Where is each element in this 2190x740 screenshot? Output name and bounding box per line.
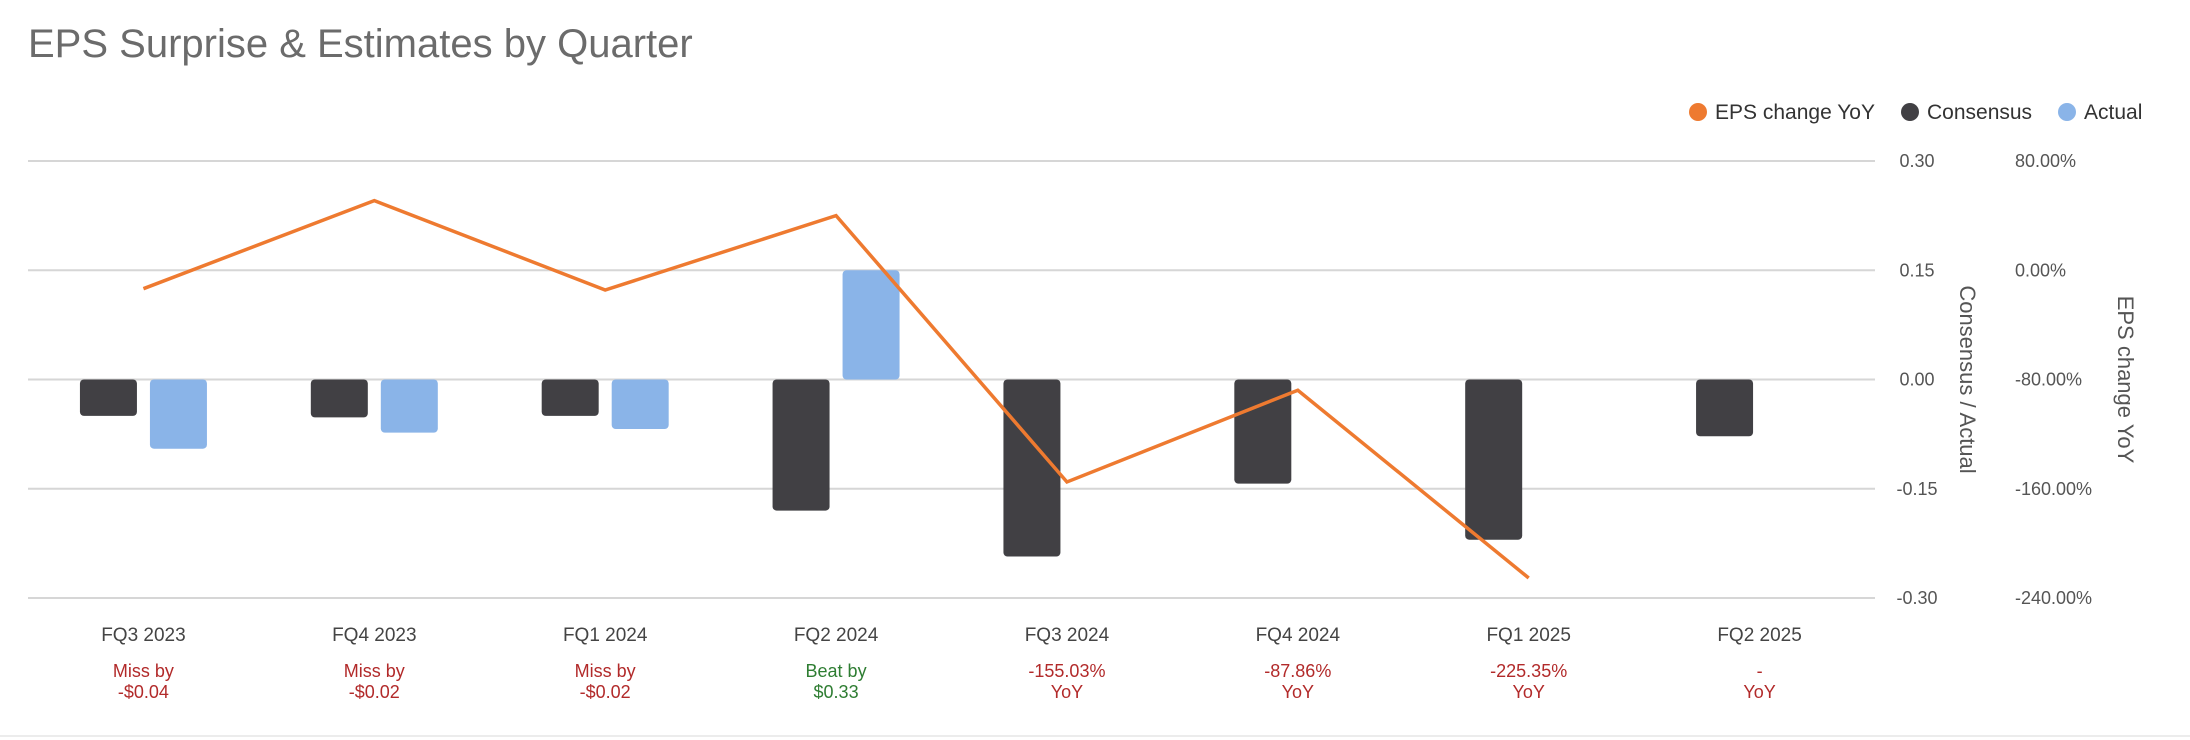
surprise-annotation-line1: Beat by — [806, 661, 867, 681]
x-tick-label: FQ3 2024 — [1025, 625, 1110, 646]
surprise-annotation-line2: -$0.04 — [118, 682, 169, 702]
surprise-annotation-line1: Miss by — [344, 661, 405, 681]
right-axis-tick-label: -240.00% — [2015, 588, 2092, 608]
consensus-bar — [1003, 379, 1061, 557]
right-axis-title: EPS change YoY — [2113, 296, 2138, 464]
left-axis-tick-label: -0.30 — [1896, 588, 1937, 608]
right-axis-tick-label: -160.00% — [2015, 479, 2092, 499]
legend-label: Actual — [2084, 101, 2142, 124]
eps-change-yoy-line — [142, 198, 1530, 580]
surprise-annotation-line2: YoY — [1282, 682, 1314, 702]
right-axis-tick-label: 0.00% — [2015, 260, 2066, 280]
legend-marker — [1689, 103, 1707, 121]
right-axis-tick-label: 80.00% — [2015, 151, 2076, 171]
surprise-annotation-line1: -155.03% — [1028, 661, 1105, 681]
surprise-annotation-line2: -$0.02 — [580, 682, 631, 702]
left-axis-tick-label: 0.15 — [1899, 260, 1934, 280]
x-tick-label: FQ2 2024 — [794, 625, 879, 646]
x-tick-label: FQ2 2025 — [1717, 625, 1802, 646]
surprise-annotation-line1: Miss by — [575, 661, 636, 681]
consensus-bar — [772, 379, 830, 511]
left-axis-tick-label: -0.15 — [1896, 479, 1937, 499]
bottom-divider — [0, 735, 2190, 737]
left-axis-tick-label: 0.00 — [1899, 370, 1934, 390]
consensus-bar — [310, 379, 368, 418]
legend-marker — [2058, 103, 2076, 121]
surprise-annotation-line2: YoY — [1513, 682, 1545, 702]
actual-bar — [611, 379, 669, 430]
x-tick-label: FQ4 2024 — [1256, 625, 1341, 646]
consensus-bar — [1234, 379, 1292, 484]
surprise-annotation-line2: YoY — [1743, 682, 1775, 702]
chart-title: EPS Surprise & Estimates by Quarter — [28, 22, 693, 66]
legend-label: Consensus — [1927, 101, 2032, 124]
surprise-annotation-line1: Miss by — [113, 661, 174, 681]
x-tick-label: FQ3 2023 — [101, 625, 186, 646]
x-tick-label: FQ1 2024 — [563, 625, 648, 646]
legend-label: EPS change YoY — [1715, 101, 1875, 124]
legend-marker — [1901, 103, 1919, 121]
actual-bar — [380, 379, 438, 433]
consensus-bar — [541, 379, 599, 416]
surprise-annotation-line2: -$0.02 — [349, 682, 400, 702]
surprise-annotation-line1: - — [1757, 661, 1763, 681]
consensus-bar — [1465, 379, 1523, 540]
left-axis-title: Consensus / Actual — [1955, 285, 1980, 473]
actual-bar — [149, 379, 207, 449]
surprise-annotation-line1: -87.86% — [1264, 661, 1331, 681]
right-axis-tick-label: -80.00% — [2015, 370, 2082, 390]
actual-bar — [842, 270, 900, 380]
surprise-annotation-line2: YoY — [1051, 682, 1083, 702]
left-axis-tick-label: 0.30 — [1899, 151, 1934, 171]
x-tick-label: FQ1 2025 — [1486, 625, 1571, 646]
surprise-annotation-line2: $0.33 — [814, 682, 859, 702]
x-tick-label: FQ4 2023 — [332, 625, 417, 646]
surprise-annotation-line1: -225.35% — [1490, 661, 1567, 681]
consensus-bar — [79, 379, 137, 416]
consensus-bar — [1696, 379, 1754, 437]
